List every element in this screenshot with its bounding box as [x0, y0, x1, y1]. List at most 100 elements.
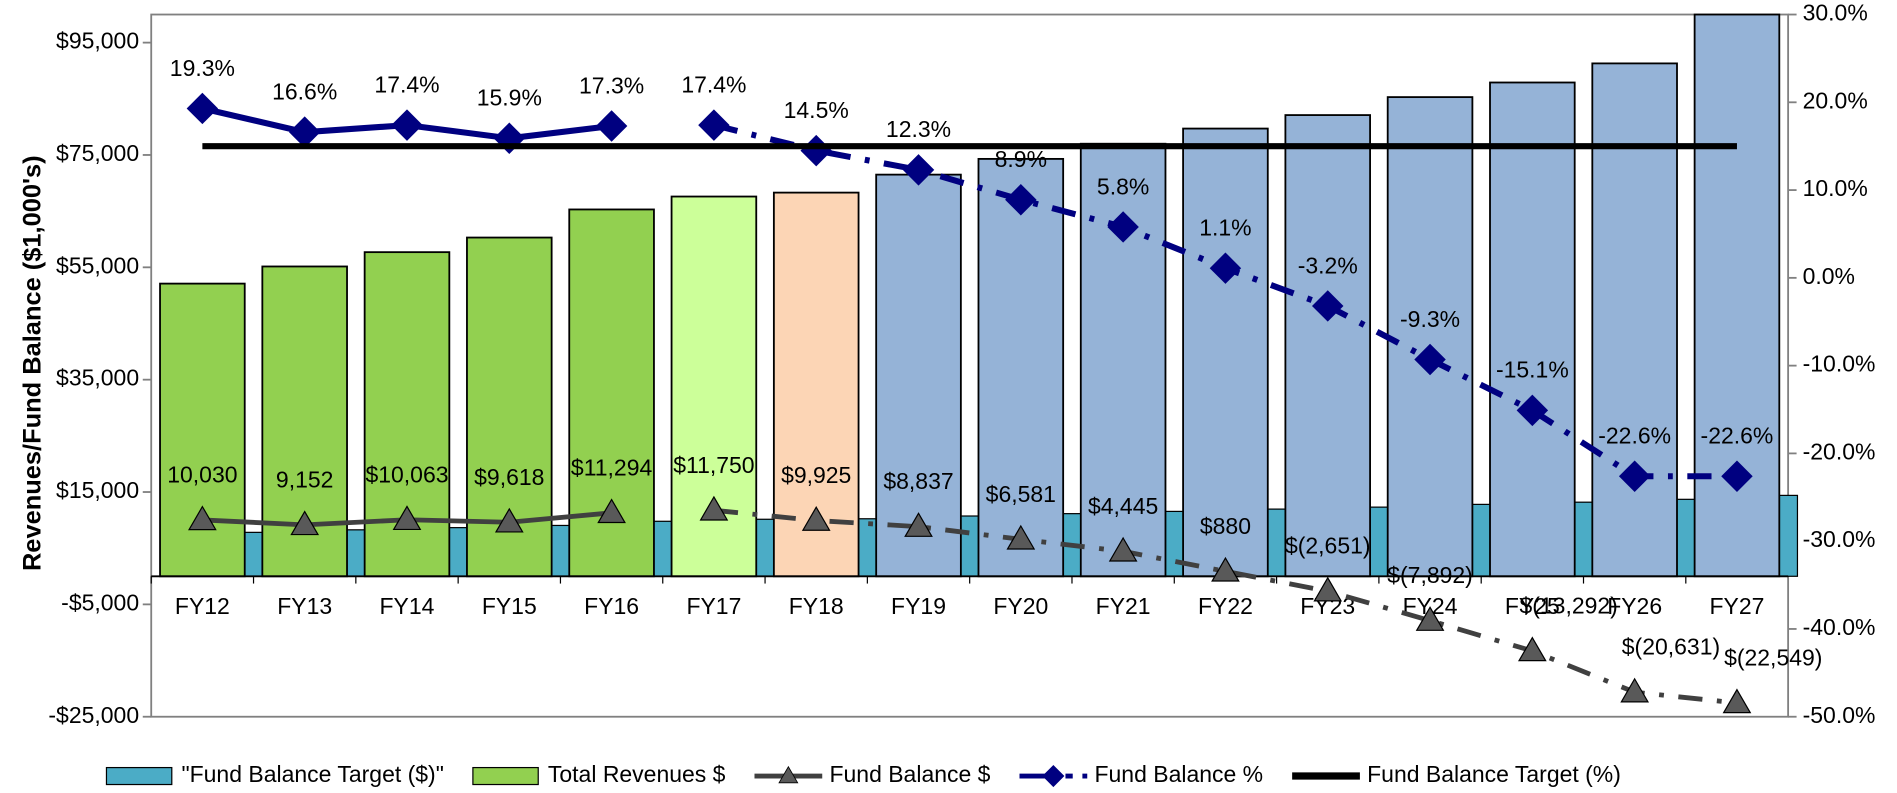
diamond-marker: [1618, 460, 1651, 492]
legend-swatch: [472, 766, 539, 786]
revenue-bar: [1284, 114, 1371, 578]
triangle-marker: [1313, 576, 1343, 602]
data-label: 1.1%: [1199, 215, 1251, 241]
data-label: 12.3%: [886, 116, 951, 142]
y-tick-label: -$25,000: [48, 702, 139, 728]
y2-tick-label: 30.0%: [1803, 0, 1868, 26]
triangle-marker: [290, 510, 320, 536]
legend-swatch: [105, 766, 173, 786]
legend-label: Total Revenues $: [548, 761, 726, 787]
diamond-marker: [493, 122, 526, 155]
y2-tick-label: -30.0%: [1803, 526, 1876, 552]
data-label: -9.3%: [1400, 306, 1460, 332]
diamond-marker: [1042, 765, 1065, 788]
triangle-marker: [494, 507, 524, 533]
data-label: 15.9%: [477, 85, 542, 111]
y2-tick-label: 20.0%: [1803, 87, 1868, 113]
x-tick-label: FY26: [1607, 593, 1662, 619]
diamond-marker: [1721, 460, 1753, 492]
diamond-marker: [391, 109, 423, 141]
legend-label: "Fund Balance Target ($)": [181, 761, 443, 787]
x-tick-label: FY19: [891, 593, 946, 619]
diamond-marker: [1414, 343, 1446, 376]
legend-label: Fund Balance Target (%): [1367, 761, 1621, 787]
legend-label: Fund Balance $: [829, 761, 990, 787]
y-tick-label: -$5,000: [61, 589, 139, 615]
revenue-bar: [977, 157, 1065, 578]
x-tick-label: FY15: [482, 593, 537, 619]
y-tick-label: $55,000: [56, 252, 139, 278]
diamond-marker: [1516, 394, 1549, 427]
revenue-bar: [875, 173, 962, 578]
data-label: $(20,631): [1622, 634, 1720, 660]
revenue-bar: [1693, 13, 1781, 578]
triangle-marker: [699, 495, 729, 521]
x-tick-label: FY12: [175, 593, 230, 619]
data-label: -3.2%: [1298, 252, 1358, 278]
triangle-marker: [801, 506, 831, 531]
y2-tick-label: -10.0%: [1803, 351, 1876, 377]
triangle-marker: [1006, 524, 1036, 550]
y-tick-label: $15,000: [56, 477, 139, 503]
data-label: $9,925: [781, 462, 851, 488]
diamond-marker: [902, 154, 935, 186]
x-tick-label: FY20: [993, 593, 1048, 619]
triangle-marker: [1211, 556, 1240, 582]
data-label: 14.5%: [784, 97, 849, 123]
diamond-marker: [595, 110, 628, 142]
data-label: $8,837: [883, 468, 953, 494]
triangle-marker: [188, 505, 217, 531]
data-label: $11,294: [571, 454, 653, 480]
data-label: $(13,292): [1519, 592, 1617, 618]
data-label: $(2,651): [1285, 533, 1371, 559]
x-tick-label: FY14: [380, 593, 435, 619]
x-tick-label: FY22: [1198, 593, 1253, 619]
x-tick-label: FY16: [584, 593, 639, 619]
data-label: $(7,892): [1387, 562, 1473, 588]
data-label: 9,152: [276, 466, 334, 492]
data-label: $6,581: [986, 481, 1056, 507]
data-label: -15.1%: [1496, 357, 1569, 383]
y-tick-label: $75,000: [56, 140, 139, 166]
data-label: $(22,549): [1724, 644, 1822, 670]
y2-tick-label: -20.0%: [1803, 438, 1876, 464]
data-label: 17.4%: [681, 71, 746, 97]
x-tick-label: FY27: [1710, 593, 1765, 619]
y-tick-label: $95,000: [56, 28, 139, 54]
y2-tick-label: -40.0%: [1803, 614, 1876, 640]
revenue-bar: [1489, 81, 1576, 578]
data-label: -22.6%: [1598, 423, 1671, 449]
y2-tick-label: -50.0%: [1803, 702, 1876, 728]
y-tick-label: $35,000: [56, 365, 139, 391]
legend-label: Fund Balance %: [1095, 761, 1264, 787]
data-label: 19.3%: [170, 55, 235, 81]
data-label: $10,063: [365, 461, 448, 487]
triangle-marker: [1415, 606, 1445, 631]
data-label: 17.4%: [374, 71, 439, 97]
triangle-marker: [392, 505, 422, 531]
triangle-marker: [904, 512, 933, 537]
data-label: 16.6%: [272, 78, 337, 104]
triangle-marker: [778, 765, 799, 784]
data-label: $4,445: [1088, 493, 1158, 519]
triangle-marker: [1722, 688, 1752, 714]
revenue-bar: [1591, 62, 1678, 578]
triangle-marker: [597, 498, 626, 524]
x-tick-label: FY21: [1096, 593, 1151, 619]
data-label: $11,750: [673, 452, 754, 478]
x-tick-label: FY17: [686, 593, 741, 619]
data-label: 5.8%: [1097, 173, 1149, 199]
data-label: 8.9%: [995, 146, 1047, 172]
diamond-marker: [698, 109, 730, 141]
diamond-marker: [1312, 290, 1344, 322]
data-label: -22.6%: [1701, 423, 1774, 449]
diamond-marker: [1107, 211, 1139, 243]
revenue-bar: [1386, 96, 1474, 578]
data-label: $880: [1200, 513, 1251, 539]
y2-tick-label: 10.0%: [1803, 175, 1868, 201]
diamond-marker: [186, 92, 219, 125]
data-label: $9,618: [474, 464, 544, 490]
x-tick-label: FY25: [1505, 593, 1560, 619]
